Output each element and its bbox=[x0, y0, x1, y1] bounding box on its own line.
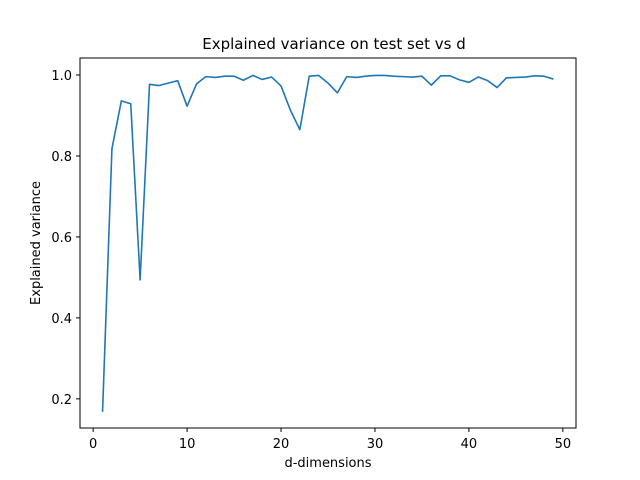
y-tick-label: 0.2 bbox=[51, 393, 72, 408]
y-tick-label: 0.6 bbox=[51, 231, 72, 246]
plot-area bbox=[101, 74, 554, 412]
chart-title: Explained variance on test set vs d bbox=[202, 35, 465, 53]
plot-frame bbox=[79, 57, 577, 429]
y-tick-label: 0.4 bbox=[51, 312, 72, 327]
y-tick-label: 0.8 bbox=[51, 150, 72, 165]
x-tick-label: 50 bbox=[555, 437, 572, 452]
x-tick-label: 0 bbox=[89, 437, 97, 452]
x-axis-label: d-dimensions bbox=[284, 456, 371, 471]
x-tick-label: 30 bbox=[367, 437, 384, 452]
x-tick-label: 10 bbox=[179, 437, 196, 452]
series-line bbox=[101, 74, 554, 412]
y-axis: 0.2 0.4 0.6 0.8 1.0 bbox=[51, 69, 80, 408]
y-tick-label: 1.0 bbox=[51, 69, 72, 84]
x-tick-label: 20 bbox=[273, 437, 290, 452]
x-tick-label: 40 bbox=[461, 437, 478, 452]
x-axis: 0 10 20 30 40 50 bbox=[89, 428, 571, 452]
y-axis-label: Explained variance bbox=[29, 181, 44, 305]
